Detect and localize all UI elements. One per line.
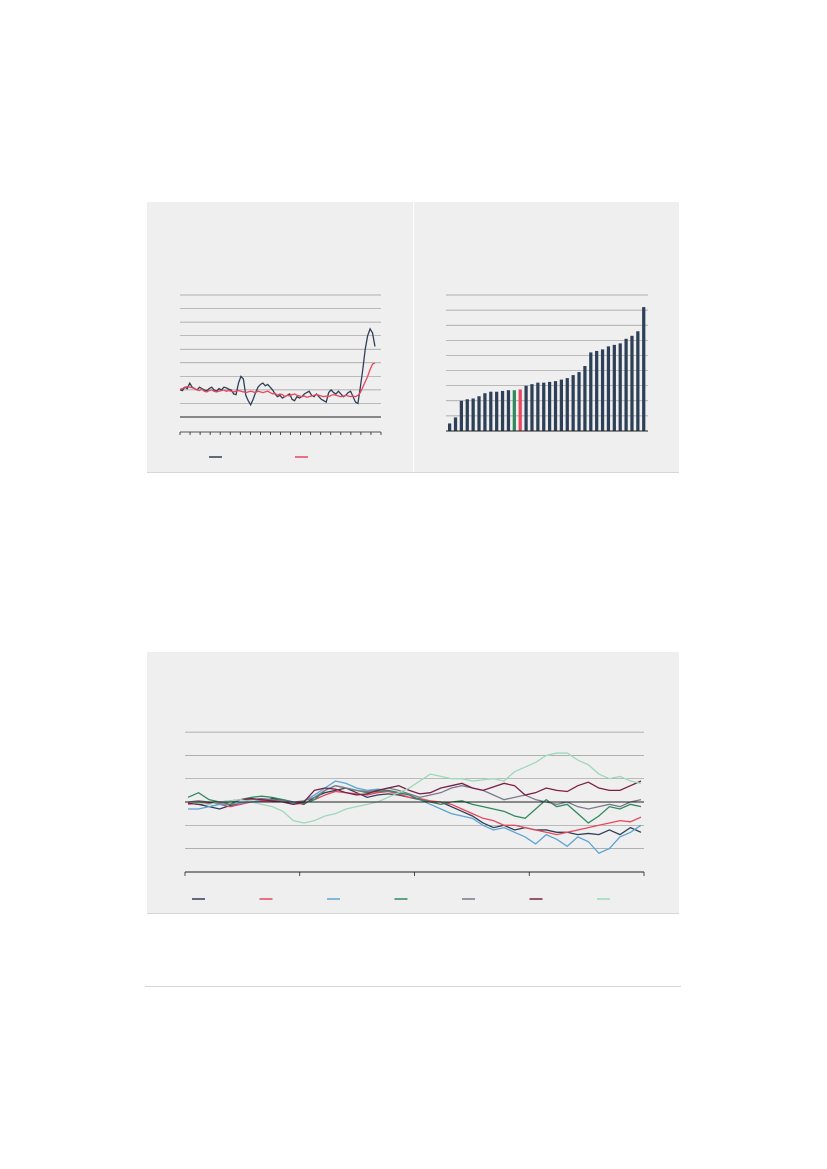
bar <box>624 338 628 431</box>
bottom-panel-base-rule <box>147 913 679 914</box>
bar <box>542 382 546 431</box>
bar <box>589 352 593 431</box>
panel-divider <box>413 202 414 472</box>
bar <box>518 389 522 431</box>
footer-rule <box>145 986 681 987</box>
bar <box>506 390 511 431</box>
bar <box>630 335 634 431</box>
bar <box>471 398 475 431</box>
series-line-5 <box>187 780 642 805</box>
bar <box>489 391 493 431</box>
bar <box>448 423 452 431</box>
bar <box>583 366 587 431</box>
bar <box>571 375 575 431</box>
series-line-6 <box>187 752 642 824</box>
bar <box>636 331 640 431</box>
bar <box>618 343 622 431</box>
bar <box>600 349 605 431</box>
bar <box>512 390 516 431</box>
bar <box>453 417 458 431</box>
bar <box>553 381 558 431</box>
bar <box>524 385 528 431</box>
bar <box>477 396 481 431</box>
bar <box>565 378 569 431</box>
bar <box>548 381 552 431</box>
bar <box>459 400 463 431</box>
series-line-3 <box>187 785 642 824</box>
bar <box>465 399 469 431</box>
bar <box>536 382 540 431</box>
top-panel-base-rule <box>147 472 679 473</box>
bar <box>642 307 646 431</box>
bottom-chart-panel <box>147 652 679 913</box>
bar <box>559 379 563 431</box>
bar <box>530 384 534 431</box>
bar <box>500 390 505 431</box>
bar <box>595 350 599 431</box>
bar <box>612 344 616 431</box>
bar <box>483 393 487 431</box>
bar <box>495 391 499 431</box>
series-line-1 <box>179 362 376 399</box>
bar <box>577 372 581 431</box>
bar <box>606 346 611 431</box>
